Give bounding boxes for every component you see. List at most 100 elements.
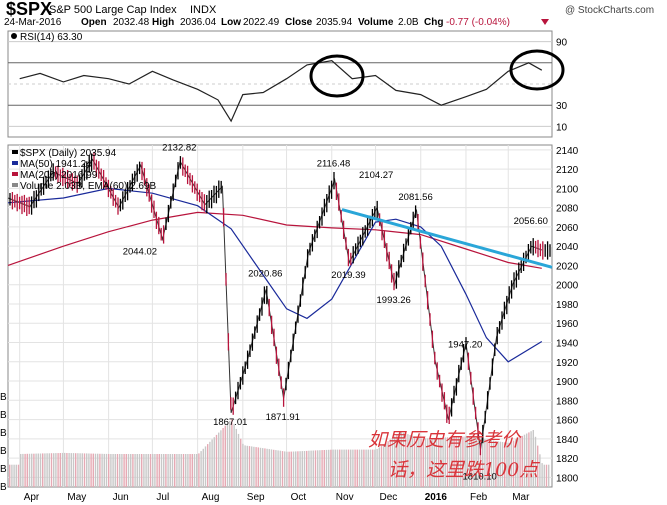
- annotation-line2: 话，这里跌100点: [388, 459, 540, 481]
- volume-bar: [207, 444, 209, 487]
- volume-bar: [319, 450, 321, 487]
- volume-bar: [361, 449, 363, 487]
- volume-bar: [350, 449, 352, 487]
- volume-bar: [253, 446, 255, 487]
- ma200-line: [7, 211, 542, 269]
- volume-value: 2.0B: [398, 17, 419, 28]
- volume-bar: [185, 454, 187, 487]
- ma200-series: [7, 211, 542, 269]
- volume-bar: [17, 464, 20, 487]
- volume-bar: [248, 446, 251, 487]
- volume-bar: [37, 453, 39, 487]
- volume-bar: [363, 449, 365, 487]
- price-series: [7, 152, 551, 456]
- volume-bar: [479, 438, 482, 487]
- volume-bar: [244, 445, 246, 487]
- volume-bar: [466, 436, 468, 487]
- volume-bar: [64, 452, 66, 487]
- volume-bar: [237, 433, 240, 487]
- volume-bar: [50, 453, 53, 487]
- volume-bar: [75, 453, 77, 487]
- volume-bar: [314, 450, 317, 487]
- open-value: 2032.48: [113, 17, 150, 28]
- volume-bar: [242, 443, 244, 487]
- x-tick-label: Jul: [156, 492, 169, 503]
- volume-bar: [515, 439, 517, 487]
- volume-bar: [521, 435, 523, 487]
- volume-bar: [336, 449, 339, 487]
- volume-bar: [119, 454, 121, 487]
- volume-bar: [182, 454, 185, 487]
- volume-bar: [431, 438, 433, 487]
- volume-bar: [108, 454, 110, 487]
- volume-bar: [209, 441, 211, 487]
- price-label: 1867.01: [213, 417, 247, 428]
- trendline: [341, 208, 553, 269]
- legend-entry: MA(200) 2016.99: [20, 170, 98, 181]
- volume-bar: [233, 423, 235, 487]
- volume-bar: [268, 449, 270, 487]
- rsi-grid: [8, 41, 552, 127]
- volume-bar: [149, 454, 152, 487]
- volume-bar: [200, 451, 202, 487]
- volume-bar: [180, 454, 182, 487]
- volume-bar: [462, 436, 464, 487]
- volume-bar: [86, 453, 88, 487]
- price-label: 2020.86: [248, 269, 282, 280]
- volume-bar: [372, 449, 374, 487]
- volume-bar: [402, 432, 405, 487]
- volume-bar: [396, 434, 398, 487]
- volume-bar: [497, 441, 499, 487]
- x-tick-label: Oct: [291, 492, 307, 503]
- volume-bar: [264, 448, 266, 487]
- volume-bar: [429, 438, 431, 487]
- volume-bar: [444, 437, 446, 487]
- volume-bar: [105, 453, 108, 487]
- volume-bar: [543, 464, 545, 487]
- x-tick-label: Mar: [512, 492, 530, 503]
- volume-bar: [303, 451, 306, 487]
- price-axis: 1800 1820 1840 1860 1880 1900 1920 1940 1960 1980…: [556, 146, 579, 485]
- volume-bar: [121, 454, 123, 487]
- volume-bar: [407, 434, 409, 487]
- volume-bar: [446, 437, 449, 487]
- rsi-line: [19, 60, 543, 123]
- volume-bar: [127, 454, 130, 487]
- volume-bar: [213, 437, 215, 487]
- volume-bar: [321, 450, 323, 487]
- volume-bar: [409, 434, 411, 487]
- volume-bar: [286, 451, 288, 487]
- volume-bar: [53, 453, 55, 487]
- volume-bar: [35, 453, 37, 487]
- volume-bar: [541, 463, 543, 487]
- volume-bar: [352, 449, 354, 487]
- price-grid: [8, 145, 552, 487]
- price-tick-label: 2020: [556, 261, 579, 272]
- volume-bar: [534, 436, 537, 487]
- volume-bar: [422, 438, 424, 487]
- annotation-line1: 如果历史有参考价: [368, 429, 522, 451]
- price-label: 2019.39: [331, 270, 365, 281]
- volume-bar: [68, 453, 70, 487]
- volume-bar: [20, 454, 22, 487]
- volume-bar: [323, 450, 325, 487]
- low-value: 2022.49: [243, 17, 280, 28]
- volume-bar: [519, 437, 521, 487]
- volume-bar: [92, 453, 94, 487]
- price-tick-label: 1840: [556, 435, 579, 446]
- volume-bar: [457, 436, 460, 487]
- volume-bar: [178, 454, 180, 487]
- volume-bar: [167, 454, 169, 487]
- volume-bar: [325, 449, 328, 487]
- x-tick-label: Apr: [24, 492, 40, 503]
- volume-bar: [385, 442, 387, 487]
- volume-bar: [537, 445, 539, 487]
- volume-bar: [132, 454, 134, 487]
- price-tick-label: 2140: [556, 146, 579, 157]
- volume-bar: [202, 448, 204, 487]
- volume-bar: [28, 453, 31, 487]
- price-tick-label: 1900: [556, 377, 579, 388]
- volume-bar: [488, 439, 490, 487]
- volume-bars: [9, 418, 550, 487]
